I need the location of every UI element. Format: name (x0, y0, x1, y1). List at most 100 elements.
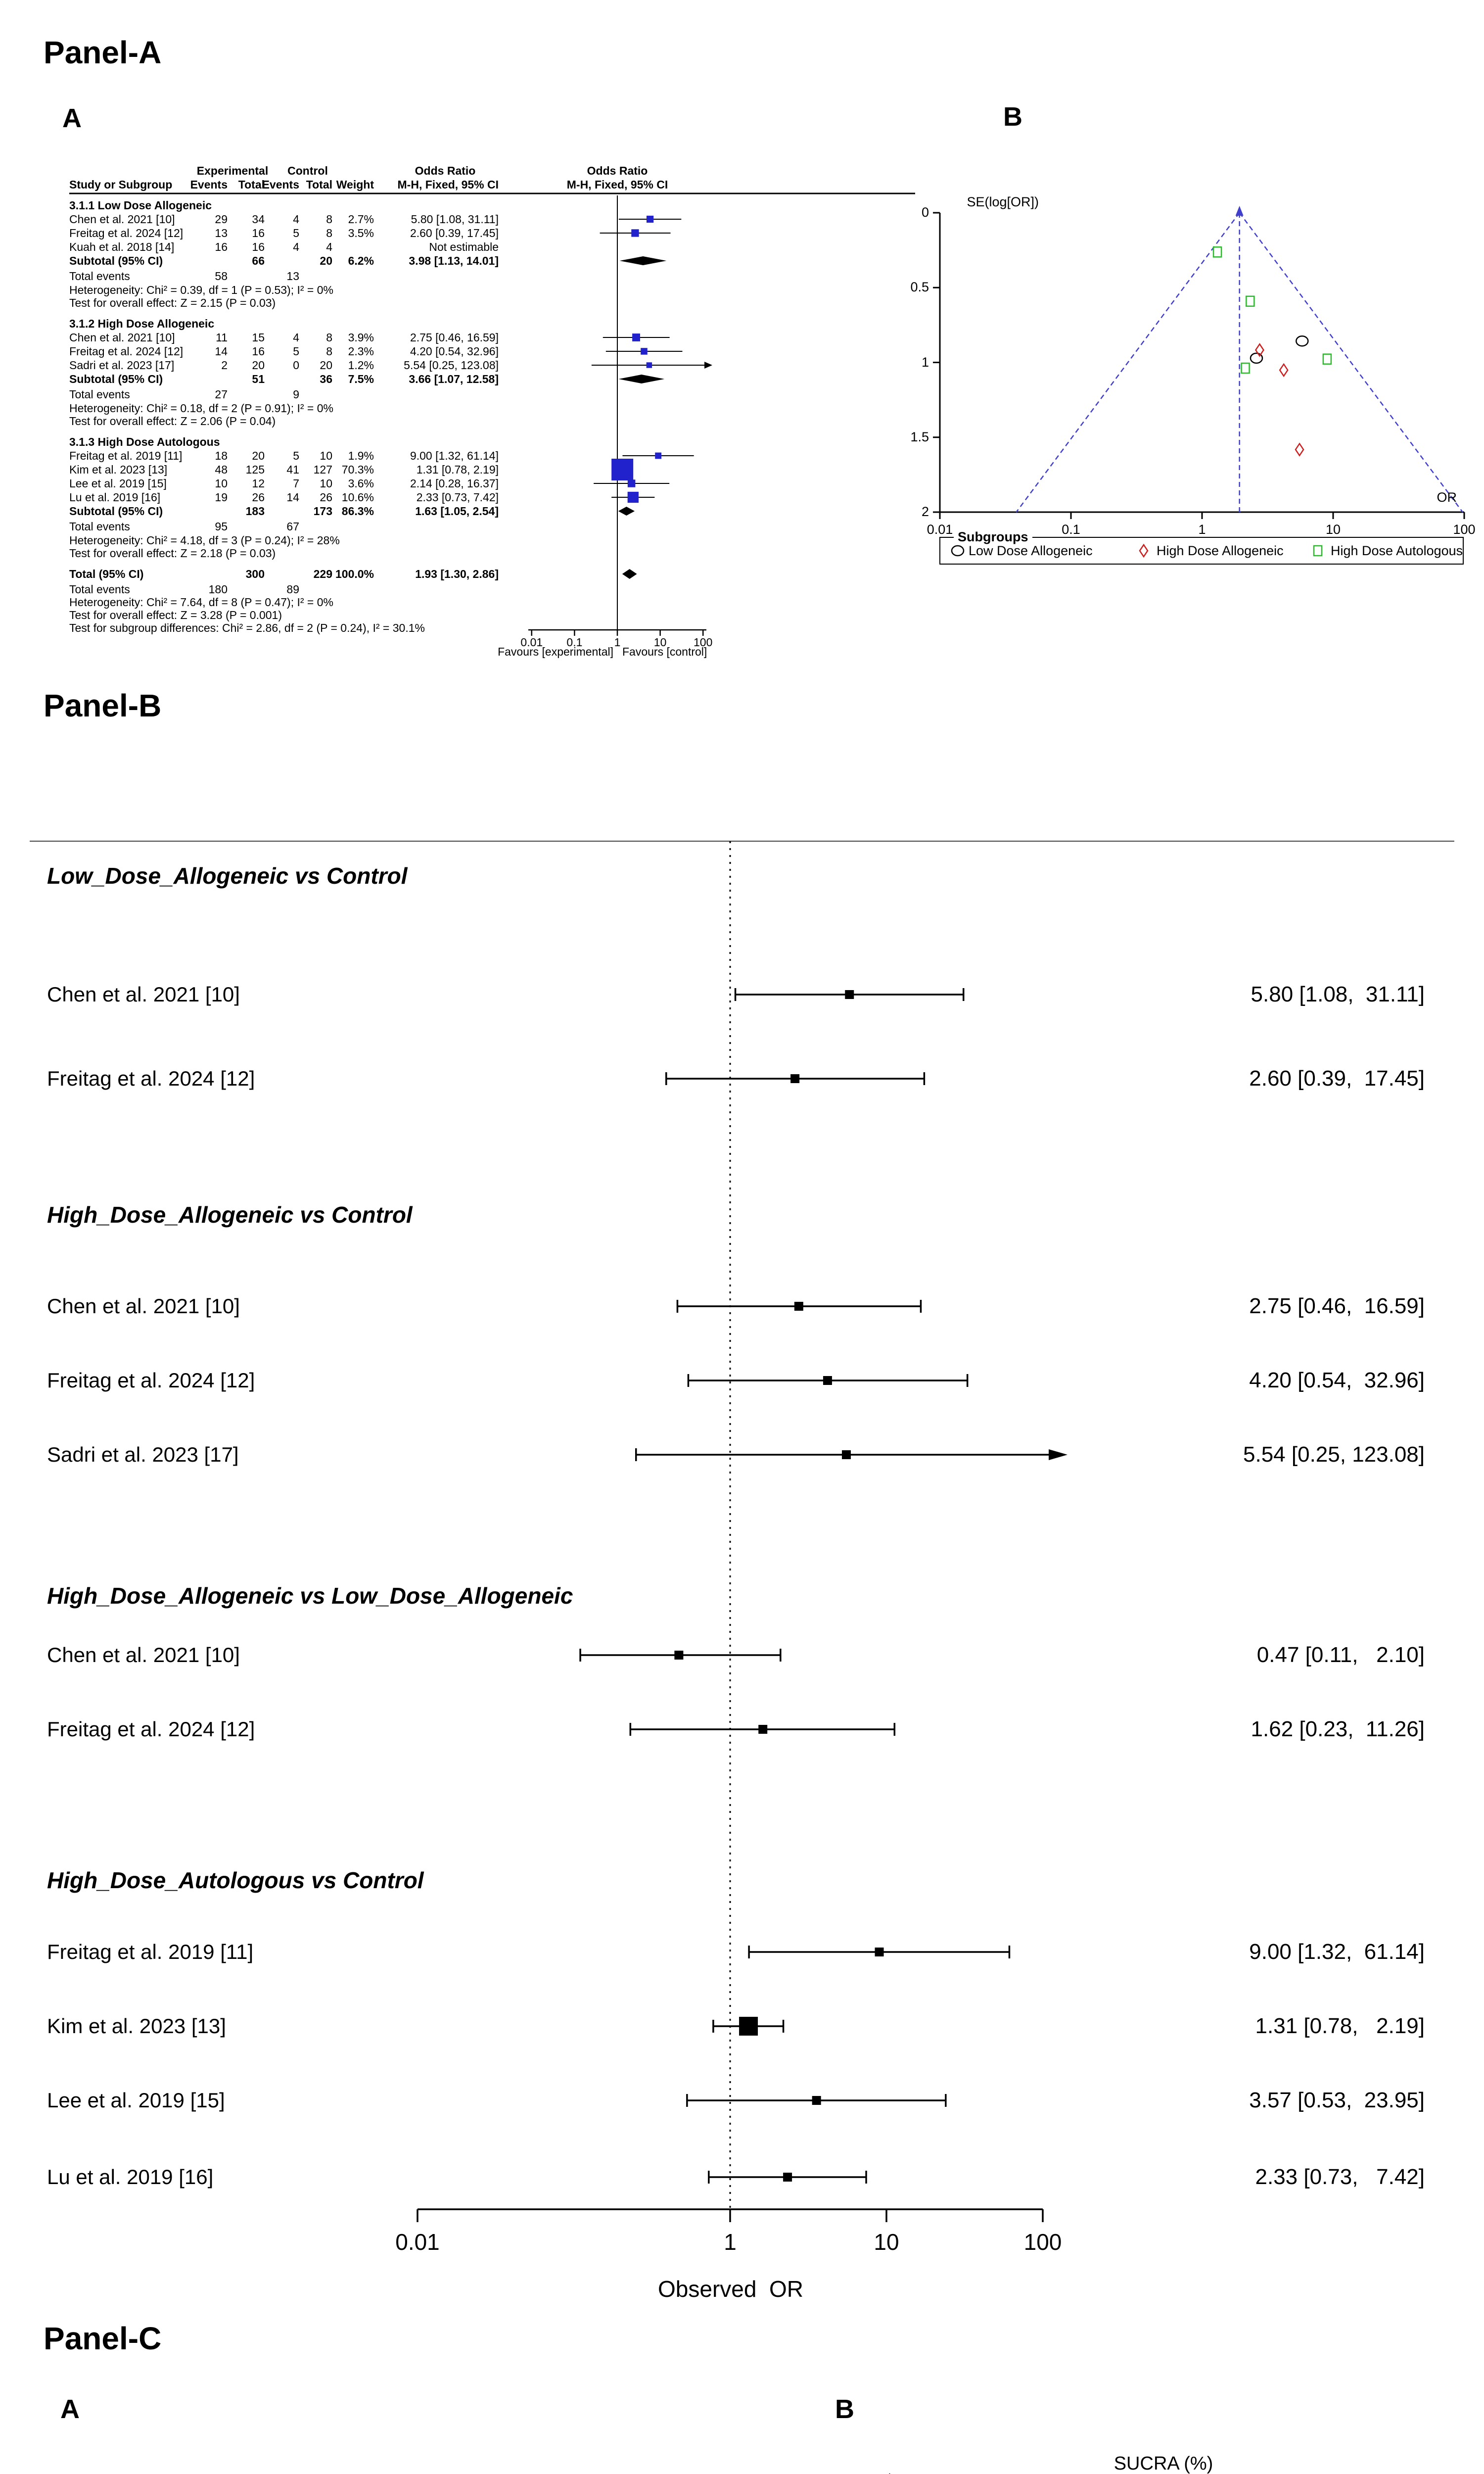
subtotal-row-et: 66 (252, 254, 265, 267)
subtotal-row-text: 3.66 [1.07, 12.58] (409, 373, 499, 385)
study-marker (655, 452, 662, 459)
funnel-point-square (1241, 362, 1250, 374)
study-row-label: Freitag et al. 2019 [11] (69, 449, 183, 462)
study-row-weight: 3.9% (348, 331, 374, 344)
comparison-or-value: 3.57 [0.53, 23.95] (1249, 2088, 1425, 2112)
study-marker (641, 348, 648, 355)
comparison-or-value: 5.54 [0.25, 123.08] (1243, 1442, 1425, 1467)
study-row-label: Chen et al. 2021 [10] (69, 331, 175, 344)
study-marker (627, 479, 636, 487)
col-header-mh-ci: M-H, Fixed, 95% CI (397, 178, 499, 191)
study-row-ct: 26 (320, 491, 332, 504)
study-row-weight: 70.3% (341, 463, 374, 476)
study-row-text: 2.33 [0.73, 7.42] (416, 491, 499, 504)
total-heterogeneity-note: Heterogeneity: Chi² = 7.64, df = 8 (P = … (69, 596, 333, 609)
study-marker (647, 215, 654, 223)
study-row-et: 20 (252, 449, 265, 462)
comparison-study-label: Kim et al. 2023 [13] (47, 2014, 226, 2038)
overall-effect-note: Test for overall effect: Z = 2.15 (P = 0… (69, 296, 276, 309)
ci-arrow (704, 362, 712, 369)
comparison-group-header: High_Dose_Autologous vs Control (47, 1867, 424, 1893)
heterogeneity-note: Heterogeneity: Chi² = 0.39, df = 1 (P = … (69, 284, 333, 296)
panel-c-sub-a-label: A (60, 2394, 80, 2424)
study-row-text: Not estimable (429, 240, 499, 253)
study-row-weight: 2.3% (348, 345, 374, 358)
comparison-study-label: Chen et al. 2021 [10] (47, 983, 240, 1006)
grand-total-events-row-ee: 180 (208, 583, 228, 596)
funnel-y-tick-label: 1.5 (910, 429, 929, 444)
funnel-x-tick-label: 1 (1198, 522, 1206, 537)
study-row-label: Chen et al. 2021 [10] (69, 213, 175, 226)
panel-b-x-axis-label: Observed OR (658, 2276, 803, 2302)
study-row-text: 9.00 [1.32, 61.14] (410, 449, 499, 462)
total-row-label: Total (95% CI) (69, 568, 144, 580)
panel-b-axis-tick-label: 0.01 (395, 2229, 440, 2255)
funnel-point-square (1212, 246, 1222, 258)
pooled-diamond (618, 507, 635, 516)
panel-a-axis-tick-label: 0.01 (520, 636, 543, 649)
study-row-ct: 8 (326, 227, 332, 239)
study-row-ce: 4 (293, 240, 299, 253)
col-header-weight: Weight (336, 178, 374, 191)
comparison-marker (790, 1074, 800, 1083)
total-events-row-label: Total events (69, 270, 130, 283)
study-row-label: Kuah et al. 2018 [14] (69, 240, 175, 253)
pooled-diamond (618, 375, 665, 383)
col-header-total-ctl: Total (306, 178, 332, 191)
study-row-et: 12 (252, 477, 265, 490)
comparison-or-value: 1.31 [0.78, 2.19] (1255, 2014, 1425, 2038)
comparison-marker (841, 1450, 851, 1459)
overall-effect-note: Test for overall effect: Z = 2.18 (P = 0… (69, 547, 276, 560)
comparison-marker (823, 1376, 832, 1385)
comparison-marker (739, 2017, 758, 2036)
study-row-text: 5.54 [0.25, 123.08] (404, 359, 499, 372)
comparison-or-value: 1.62 [0.23, 11.26] (1251, 1717, 1425, 1741)
study-row-ct: 4 (326, 240, 332, 253)
study-row-ee: 10 (215, 477, 228, 490)
study-row-ee: 19 (215, 491, 228, 504)
panel-b-title: Panel-B (44, 688, 162, 723)
plot-header-mh-ci: M-H, Fixed, 95% CI (566, 178, 668, 191)
funnel-legend-title: Subgroups (954, 529, 1032, 545)
funnel-point-circle (951, 545, 965, 557)
comparison-study-label: Chen et al. 2021 [10] (47, 1294, 240, 1318)
panel-a-axis-tick-label: 10 (653, 636, 667, 649)
funnel-y-tick-label: 0 (921, 205, 929, 220)
comparison-or-value: 2.75 [0.46, 16.59] (1249, 1294, 1425, 1318)
funnel-point-diamond (1254, 343, 1264, 357)
panel-a-sub-a-label: A (62, 103, 82, 133)
col-header-experimental: Experimental (196, 164, 269, 177)
study-marker (627, 491, 639, 503)
comparison-group-header: Low_Dose_Allogeneic vs Control (47, 863, 408, 889)
funnel-y-tick-label: 0.5 (910, 280, 929, 295)
study-row-text: 2.60 [0.39, 17.45] (410, 227, 499, 239)
comparison-or-value: 2.60 [0.39, 17.45] (1249, 1066, 1425, 1091)
comparison-or-value: 0.47 [0.11, 2.10] (1256, 1643, 1425, 1667)
comparison-marker (674, 1651, 684, 1660)
funnel-x-tick-label: 100 (1453, 522, 1476, 537)
subtotal-row-text: 1.63 [1.05, 2.54] (415, 505, 499, 518)
subgroup-header: 3.1.1 Low Dose Allogeneic (69, 199, 212, 212)
study-row-et: 16 (252, 240, 265, 253)
panel-a-axis-tick-label: 100 (694, 636, 713, 649)
study-row-ce: 14 (286, 491, 299, 504)
panel-a-axis-tick-label: 0.1 (566, 636, 583, 649)
comparison-or-value: 2.33 [0.73, 7.42] (1255, 2165, 1425, 2189)
funnel-legend-box (939, 537, 1464, 565)
funnel-y-axis-label: SE(log[OR]) (967, 194, 1039, 209)
total-overall-effect-note: Test for overall effect: Z = 3.28 (P = 0… (69, 609, 282, 621)
total-events-row-ee: 58 (215, 270, 228, 283)
subtotal-row-text: 3.98 [1.13, 14.01] (409, 254, 499, 267)
study-row-label: Sadri et al. 2023 [17] (69, 359, 175, 372)
study-row-ee: 48 (215, 463, 228, 476)
panel-a-title: Panel-A (44, 35, 162, 70)
overall-effect-note: Test for overall effect: Z = 2.06 (P = 0… (69, 415, 276, 428)
funnel-point-diamond (1139, 543, 1149, 558)
plot-header-odds-ratio: Odds Ratio (587, 164, 648, 177)
funnel-legend-item-label: High Dose Allogeneic (1157, 543, 1284, 558)
panel-b-axis-tick-label: 100 (1023, 2229, 1062, 2255)
subtotal-row-label: Subtotal (95% CI) (69, 254, 163, 267)
panel-b-axis-tick-label: 10 (874, 2229, 899, 2255)
funnel-point-square (1322, 353, 1332, 365)
